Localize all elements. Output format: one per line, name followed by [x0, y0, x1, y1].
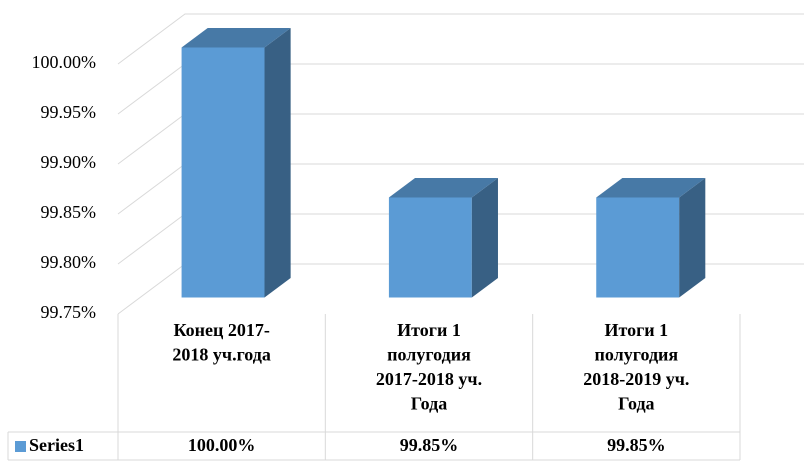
bar-side [471, 178, 498, 298]
bar-front [596, 197, 680, 298]
x-tick-label: 2017-2018 уч. [376, 369, 482, 389]
legend-label: Series1 [29, 435, 84, 455]
y-tick-label: 99.75% [41, 302, 97, 322]
bar-front [388, 197, 472, 298]
bar [181, 28, 291, 298]
x-tick-label: 2018-2019 уч. [583, 369, 689, 389]
bar-top [388, 178, 498, 198]
data-label: 99.85% [400, 435, 459, 455]
data-label: 99.85% [607, 435, 666, 455]
bar-side [679, 178, 706, 298]
y-tick-label: 99.95% [41, 102, 97, 122]
bar-side [264, 28, 291, 298]
y-tick-label: 99.90% [41, 152, 97, 172]
x-tick-label: 2018 уч.года [172, 345, 270, 365]
y-tick-label: 99.80% [41, 252, 97, 272]
x-tick-label: Года [618, 394, 654, 414]
x-tick-label: Конец 2017- [173, 320, 269, 340]
bar-top [596, 178, 706, 198]
x-tick-label: Итоги 1 [605, 320, 669, 340]
grid-line [117, 13, 804, 65]
x-tick-label: полугодия [387, 345, 471, 365]
x-tick-label: Года [411, 394, 447, 414]
y-tick-label: 99.85% [41, 202, 97, 222]
legend-key [15, 441, 26, 452]
bar-top [181, 28, 291, 48]
y-tick-label: 100.00% [32, 52, 97, 72]
x-tick-label: полугодия [595, 345, 679, 365]
bar [596, 178, 706, 298]
data-label: 100.00% [188, 435, 256, 455]
bar-front [181, 47, 265, 298]
x-tick-label: Итоги 1 [397, 320, 461, 340]
bar [388, 178, 498, 298]
